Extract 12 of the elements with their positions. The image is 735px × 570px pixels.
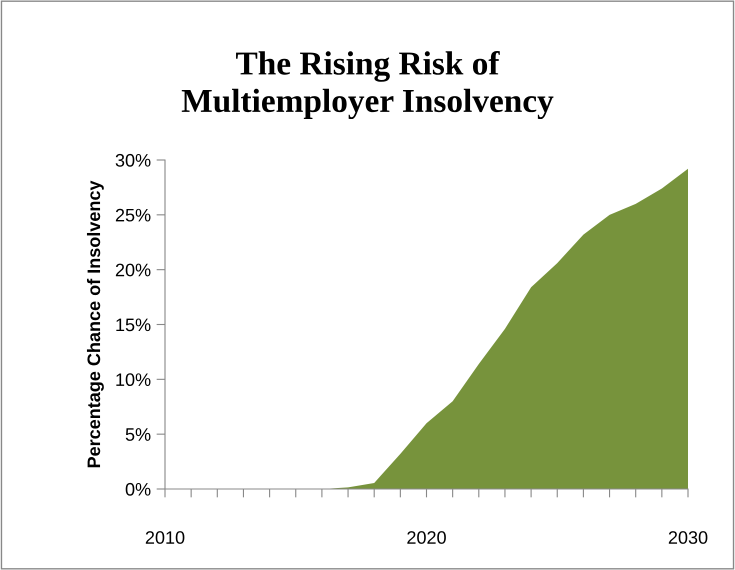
y-axis-title: Percentage Chance of Insolvency	[86, 180, 104, 468]
y-tick-label: 20%	[116, 264, 150, 276]
x-tick-label: 2020	[407, 531, 446, 544]
y-tick-label: 0%	[126, 482, 150, 496]
y-tick-label: 15%	[116, 318, 150, 332]
y-tick-label: 5%	[126, 428, 150, 441]
y-tick-label: 30%	[116, 154, 150, 167]
y-tick-label: 25%	[116, 208, 150, 222]
x-tick-label: 2010	[146, 531, 184, 544]
x-tick-label: 2030	[668, 531, 708, 544]
chart-title: The Rising Risk of Multiemployer Insolvency	[182, 50, 554, 120]
y-tick-label: 10%	[116, 373, 150, 386]
